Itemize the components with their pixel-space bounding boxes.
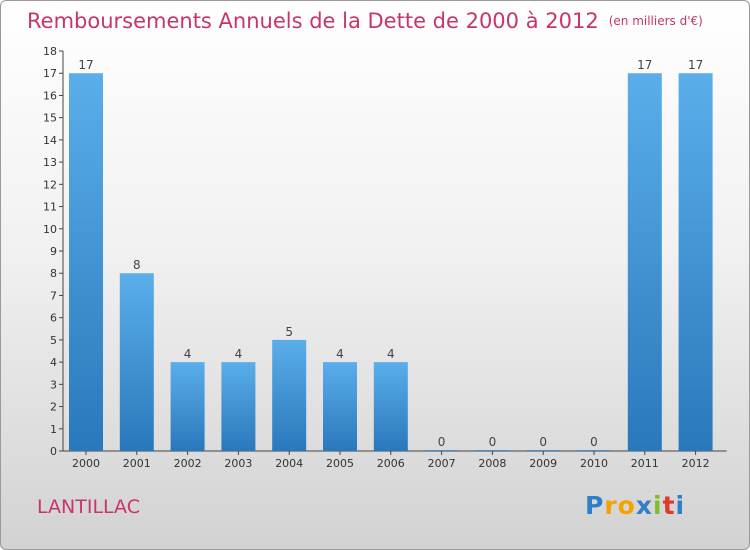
- x-tick-label: 2009: [529, 457, 557, 470]
- logo-letter: t: [662, 491, 676, 520]
- x-tick-label: 2001: [123, 457, 151, 470]
- x-tick-label: 2011: [631, 457, 659, 470]
- bar: [170, 362, 205, 451]
- bar: [221, 362, 256, 451]
- data-label: 4: [336, 347, 344, 361]
- chart-title-text: Remboursements Annuels de la Dette de 20…: [27, 9, 599, 33]
- y-tick-label: 18: [43, 45, 57, 58]
- bar: [272, 339, 307, 451]
- data-label: 17: [637, 58, 652, 72]
- y-tick-label: 2: [50, 401, 57, 414]
- y-tick-label: 1: [50, 423, 57, 436]
- data-label: 4: [184, 347, 192, 361]
- y-tick-label: 8: [50, 267, 57, 280]
- y-tick-label: 12: [43, 178, 57, 191]
- data-label: 0: [438, 435, 446, 449]
- chart-unit: (en milliers d'€): [608, 14, 703, 28]
- x-tick-label: 2005: [326, 457, 354, 470]
- bar: [373, 362, 408, 451]
- data-label: 0: [539, 435, 547, 449]
- x-tick-label: 2000: [72, 457, 100, 470]
- x-tick-label: 2010: [580, 457, 608, 470]
- y-tick-label: 16: [43, 89, 57, 102]
- data-label: 4: [235, 347, 243, 361]
- y-tick-label: 10: [43, 223, 57, 236]
- bar: [526, 450, 561, 451]
- logo-letter: i: [675, 491, 686, 520]
- bar: [627, 73, 662, 451]
- data-label: 17: [78, 58, 93, 72]
- x-tick-label: 2003: [224, 457, 252, 470]
- bar: [577, 450, 611, 451]
- y-tick-label: 0: [50, 445, 57, 458]
- logo-letter: x: [635, 491, 653, 520]
- bar: [323, 362, 357, 451]
- y-tick-label: 15: [43, 112, 57, 125]
- y-tick-label: 11: [43, 201, 57, 214]
- data-label: 4: [387, 347, 395, 361]
- data-label: 17: [688, 58, 703, 72]
- y-tick-label: 4: [50, 356, 57, 369]
- x-tick-label: 2008: [478, 457, 506, 470]
- y-tick-label: 13: [43, 156, 57, 169]
- logo-letter: o: [617, 491, 636, 520]
- chart-title: Remboursements Annuels de la Dette de 20…: [27, 9, 703, 33]
- y-tick-label: 14: [43, 134, 57, 147]
- bar: [119, 273, 154, 451]
- x-tick-label: 2007: [428, 457, 456, 470]
- y-tick-label: 6: [50, 312, 57, 325]
- data-label: 0: [590, 435, 598, 449]
- y-tick-label: 5: [50, 334, 57, 347]
- x-tick-label: 2012: [682, 457, 710, 470]
- x-tick-label: 2002: [174, 457, 202, 470]
- y-tick-label: 17: [43, 67, 57, 80]
- x-tick-label: 2006: [377, 457, 405, 470]
- bars: 17 2000 8 2001 4 2002 4 2003 5 2004 4 2005 4 2006 0 200…: [69, 58, 713, 470]
- data-label: 8: [133, 258, 141, 272]
- data-label: 0: [489, 435, 497, 449]
- y-tick-label: 7: [50, 289, 57, 302]
- bar: [475, 450, 510, 451]
- proxiti-logo: Proxiti: [585, 491, 685, 520]
- bar: [678, 73, 713, 451]
- logo-letter: P: [585, 491, 605, 520]
- y-tick-label: 3: [50, 378, 57, 391]
- data-label: 5: [285, 325, 293, 339]
- y-tick-label: 9: [50, 245, 57, 258]
- bar: [69, 73, 103, 451]
- commune-name: LANTILLAC: [37, 496, 140, 518]
- bar: [424, 450, 459, 451]
- x-tick-label: 2004: [275, 457, 303, 470]
- logo-letter: i: [653, 491, 663, 520]
- logo-letter: r: [604, 491, 618, 520]
